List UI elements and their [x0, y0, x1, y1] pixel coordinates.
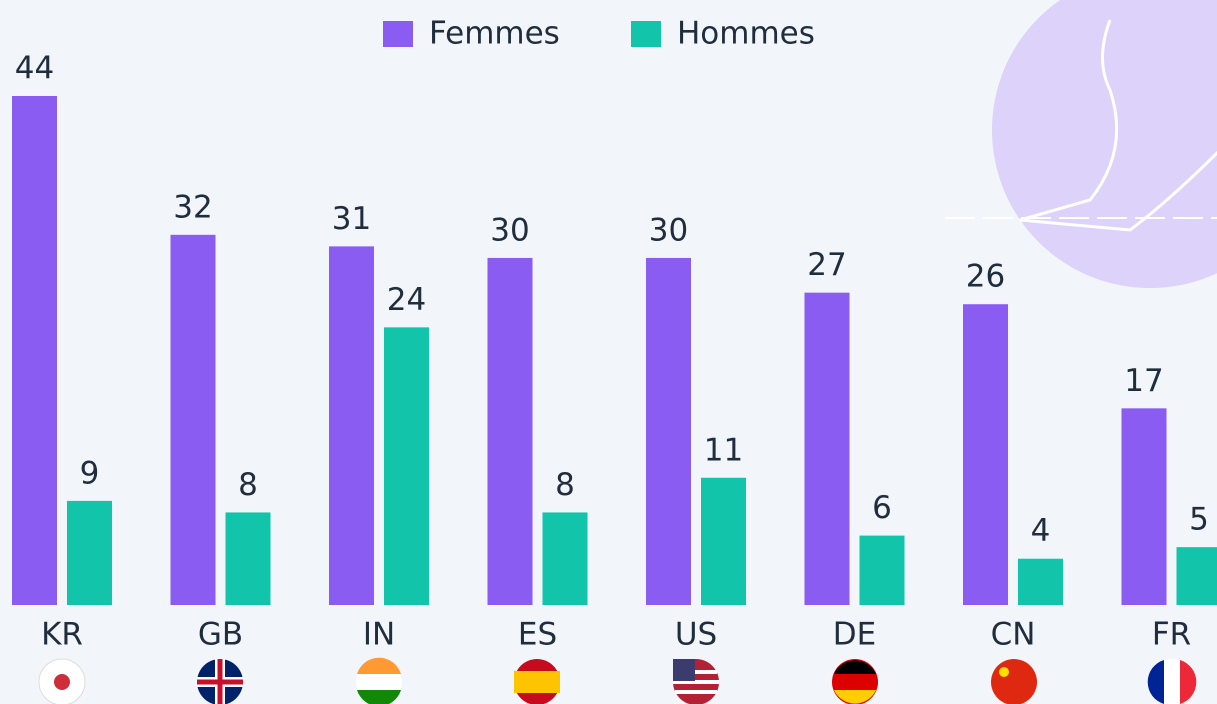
bar: [488, 258, 533, 605]
x-tick-label: KR: [41, 617, 83, 653]
bar: [1122, 408, 1167, 605]
x-tick-label: FR: [1152, 617, 1191, 653]
flag: [514, 671, 560, 693]
bar: [1177, 547, 1217, 605]
bar: [1018, 559, 1063, 605]
legend-label: Hommes: [677, 16, 815, 52]
bar: [963, 304, 1008, 605]
bar: [329, 246, 374, 605]
bar: [543, 512, 588, 605]
value-label: 30: [490, 212, 529, 248]
bar: [384, 327, 429, 605]
x-tick-label: CN: [991, 617, 1036, 653]
page: Femmes Hommes KR 44 9 GB 32 8 IN 31 24 ES 30 8 US 30 11 D…: [0, 0, 1217, 704]
x-tick-label: IN: [363, 617, 395, 653]
value-label: 6: [872, 490, 892, 526]
value-label: 24: [387, 282, 426, 318]
value-label: 8: [555, 467, 575, 503]
flag: [673, 659, 695, 681]
bar: [171, 235, 216, 605]
value-label: 31: [332, 201, 371, 237]
x-tick-label: US: [675, 617, 717, 653]
value-label: 27: [807, 247, 846, 283]
bar: [701, 478, 746, 605]
value-label: 5: [1189, 502, 1209, 538]
bar: [646, 258, 691, 605]
x-tick-label: DE: [833, 617, 876, 653]
bar: [226, 512, 271, 605]
bar: [805, 293, 850, 605]
value-label: 8: [238, 467, 258, 503]
value-label: 44: [15, 51, 54, 87]
bar: [67, 501, 112, 605]
flag: [999, 667, 1009, 677]
value-label: 4: [1031, 513, 1051, 549]
x-tick-label: GB: [198, 617, 243, 653]
value-label: 9: [80, 455, 100, 491]
flag: [991, 659, 1037, 704]
x-tick-label: ES: [518, 617, 557, 653]
flag: [54, 674, 70, 690]
value-label: 32: [173, 189, 212, 225]
value-label: 30: [649, 212, 688, 248]
bar: [12, 96, 57, 605]
legend-swatch: [383, 21, 413, 47]
bar: [860, 536, 905, 605]
value-label: 11: [704, 432, 743, 468]
value-label: 17: [1124, 363, 1163, 399]
value-label: 26: [966, 259, 1005, 295]
legend-label: Femmes: [429, 16, 560, 52]
chart: Femmes Hommes KR 44 9 GB 32 8 IN 31 24 ES 30 8 US 30 11 D…: [0, 0, 1217, 704]
legend-swatch: [631, 21, 661, 47]
